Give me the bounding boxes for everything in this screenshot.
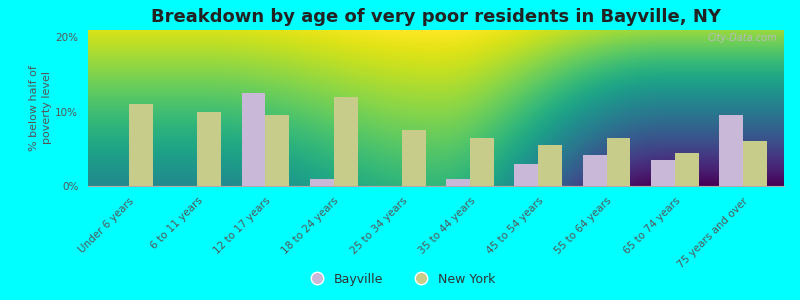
- Bar: [242, 93, 266, 186]
- Bar: [402, 130, 426, 186]
- Bar: [334, 97, 358, 186]
- Text: City-Data.com: City-Data.com: [707, 33, 777, 43]
- Bar: [446, 178, 470, 186]
- Bar: [197, 112, 221, 186]
- Y-axis label: % below half of
poverty level: % below half of poverty level: [30, 65, 53, 151]
- Bar: [582, 155, 606, 186]
- Bar: [310, 178, 334, 186]
- Bar: [266, 116, 290, 186]
- Bar: [514, 164, 538, 186]
- Bar: [743, 141, 767, 186]
- Title: Breakdown by age of very poor residents in Bayville, NY: Breakdown by age of very poor residents …: [151, 8, 721, 26]
- Bar: [538, 145, 562, 186]
- Legend: Bayville, New York: Bayville, New York: [299, 268, 501, 291]
- Bar: [651, 160, 675, 186]
- Bar: [675, 153, 698, 186]
- Bar: [606, 138, 630, 186]
- Bar: [129, 104, 153, 186]
- Bar: [470, 138, 494, 186]
- Bar: [719, 116, 743, 186]
